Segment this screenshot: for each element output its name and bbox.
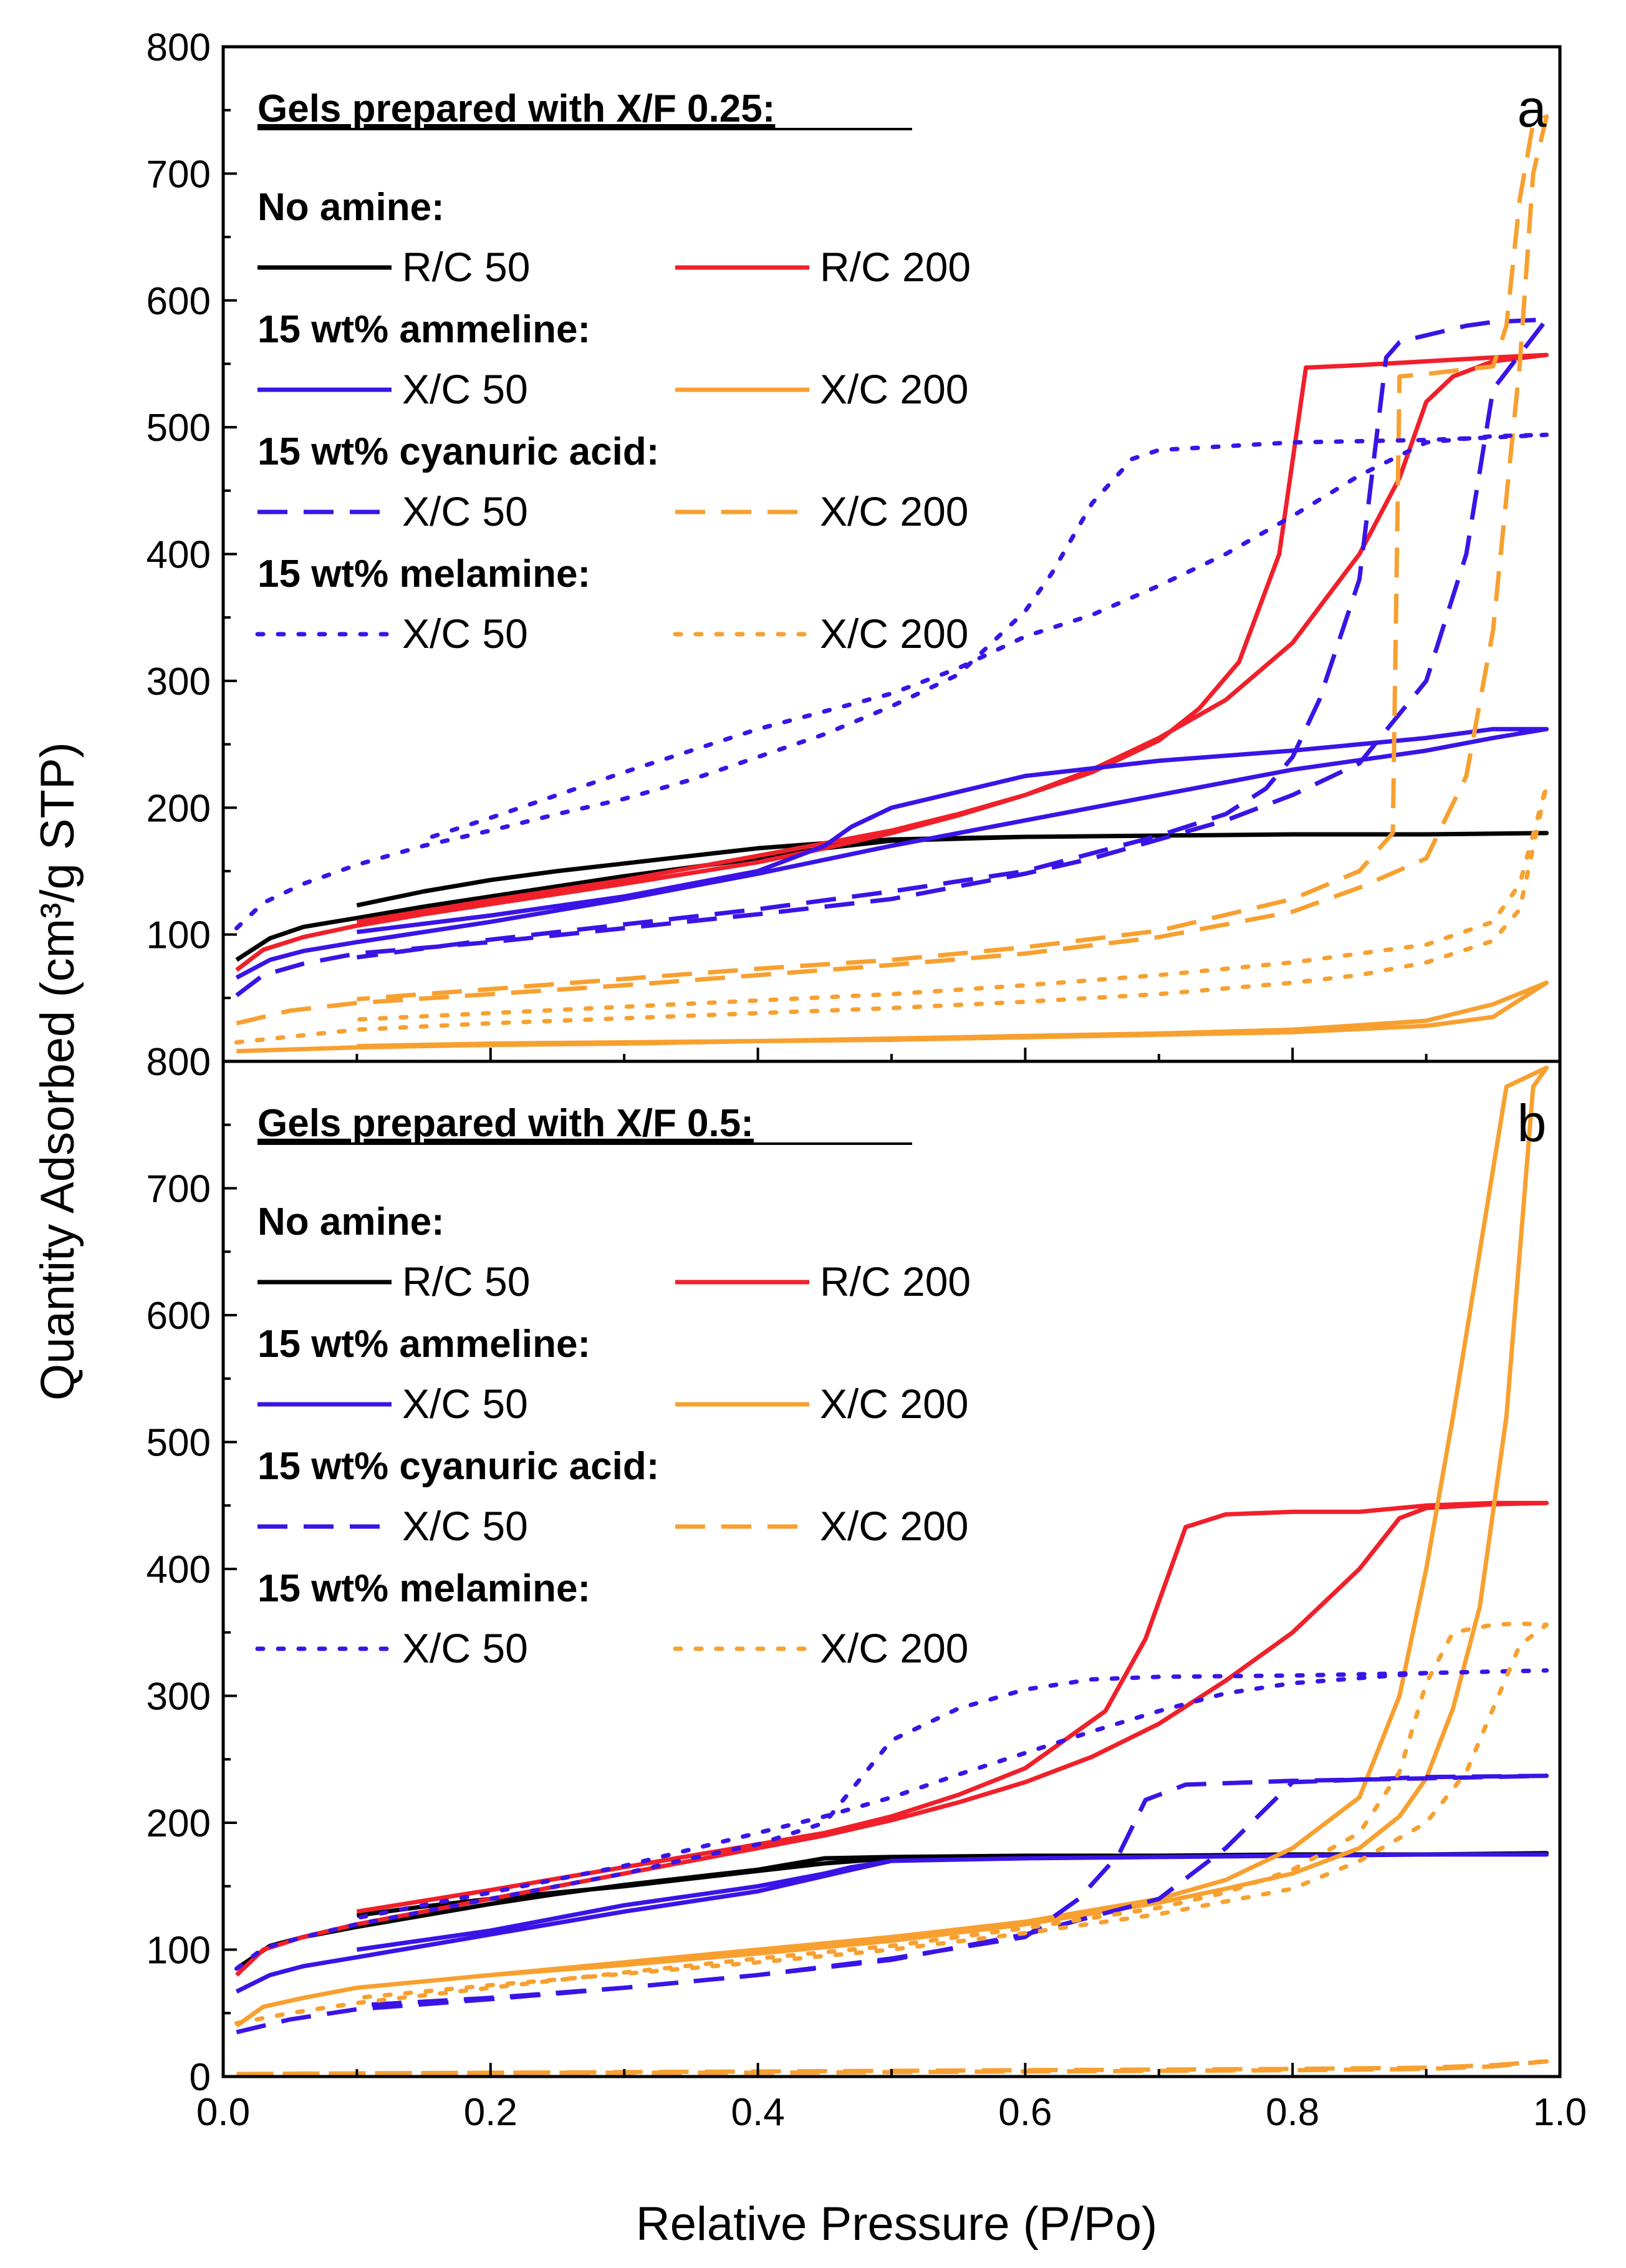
- y-tick-label: 100: [147, 914, 211, 957]
- x-tick-label: 0.4: [731, 2091, 784, 2134]
- y-tick-label: 700: [147, 153, 211, 196]
- y-tick-label: 500: [147, 407, 211, 450]
- x-tick-label: 0.8: [1266, 2091, 1319, 2134]
- series-mel-x-c-50: [234, 1668, 1549, 1971]
- legend-entry-label: X/C 200: [820, 610, 968, 657]
- legend-entry-label: X/C 50: [402, 366, 528, 412]
- series-cya-x-c-50: [235, 317, 1549, 997]
- series-r-c-50: [235, 831, 1549, 962]
- y-tick-label: 200: [147, 1802, 211, 1845]
- series-mel-x-c-200: [234, 1621, 1549, 2025]
- series-amm-x-c-50: [235, 726, 1549, 980]
- x-tick-label: 0.2: [464, 2091, 517, 2134]
- legend: Gels prepared with X/F 0.5: No amine: R/C …: [255, 1102, 971, 1671]
- legend-group-heading: 15 wt% ammeline:: [257, 308, 590, 351]
- legend-title: Gels prepared with X/F 0.5:: [257, 1102, 754, 1145]
- x-tick-label: 0.6: [998, 2091, 1052, 2134]
- y-tick-label: 100: [147, 1929, 211, 1972]
- y-axis-title: Quantity Adsorbed (cm³/g STP): [31, 742, 84, 1401]
- y-tick-label: 500: [147, 1422, 211, 1465]
- y-tick-label: 800: [147, 26, 211, 69]
- x-axis-title: Relative Pressure (P/Po): [636, 2198, 1157, 2251]
- y-tick-label: 400: [147, 1548, 211, 1591]
- series-r-c-200: [235, 352, 1549, 972]
- legend-entry-label: R/C 50: [402, 1258, 530, 1305]
- legend-group-heading: 15 wt% melamine:: [257, 1567, 590, 1610]
- legend-entry-label: X/C 200: [820, 366, 968, 412]
- series-amm-x-c-200: [236, 980, 1549, 1054]
- y-tick-label: 400: [147, 534, 211, 577]
- y-tick-label: 0: [190, 1041, 211, 1084]
- series-r-c-200: [234, 1500, 1549, 1977]
- legend-entry-label: X/C 50: [402, 1381, 528, 1427]
- legend-group-heading: 15 wt% cyanuric acid:: [257, 1445, 659, 1488]
- x-tick-label: 1.0: [1533, 2091, 1587, 2134]
- y-tick-label: 800: [147, 1041, 211, 1084]
- legend-group-heading: 15 wt% melamine:: [257, 553, 590, 596]
- series-amm-x-c-50: [235, 1852, 1549, 1994]
- legend-group-heading: No amine:: [257, 1200, 445, 1243]
- y-tick-label: 600: [147, 280, 211, 323]
- series-group: [234, 114, 1549, 1054]
- legend-entry-label: X/C 200: [820, 1625, 968, 1671]
- legend: Gels prepared with X/F 0.25: No amine: R/C…: [255, 87, 971, 657]
- panel-letter: b: [1518, 1094, 1547, 1152]
- legend-group-heading: 15 wt% ammeline:: [257, 1323, 590, 1366]
- series-group: [234, 1065, 1549, 2077]
- legend-entry-label: X/C 50: [402, 488, 528, 534]
- y-tick-label: 300: [147, 660, 211, 703]
- legend-entry-label: R/C 200: [820, 244, 971, 290]
- series-mel-x-c-50: [234, 432, 1549, 930]
- legend-entry-label: X/C 50: [402, 610, 528, 657]
- legend-group-heading: 15 wt% cyanuric acid:: [257, 430, 659, 473]
- y-tick-label: 200: [147, 787, 211, 830]
- legend-title: Gels prepared with X/F 0.25:: [257, 87, 775, 130]
- y-tick-label: 700: [147, 1168, 211, 1211]
- legend-entry-label: X/C 200: [820, 1503, 968, 1549]
- legend-entry-label: X/C 200: [820, 1381, 968, 1427]
- series-cya-x-c-200: [236, 114, 1549, 1026]
- panel-a: 0 100 200 300 400 500 600 700 800 a Gels prepared …: [147, 26, 1562, 1084]
- legend-entry-label: X/C 50: [402, 1625, 528, 1671]
- series-cya-x-c-200: [236, 2059, 1549, 2077]
- series-cya-x-c-50: [236, 1773, 1549, 2035]
- legend-entry-label: X/C 50: [402, 1503, 528, 1549]
- y-tick-label: 0: [190, 2056, 211, 2099]
- panel-b: 0 100 200 300 400 500 600 700 800 0.0 0.2 0.4 0.6 0.8…: [147, 1041, 1587, 2134]
- legend-entry-label: X/C 200: [820, 488, 968, 534]
- x-tick-label: 0.0: [196, 2091, 250, 2134]
- legend-entry-label: R/C 50: [402, 244, 530, 290]
- y-tick-label: 600: [147, 1295, 211, 1338]
- y-tick-label: 300: [147, 1676, 211, 1719]
- panel-letter: a: [1518, 79, 1547, 138]
- legend-entry-label: R/C 200: [820, 1258, 971, 1305]
- series-amm-x-c-200: [235, 1065, 1549, 2028]
- legend-group-heading: No amine:: [257, 186, 445, 229]
